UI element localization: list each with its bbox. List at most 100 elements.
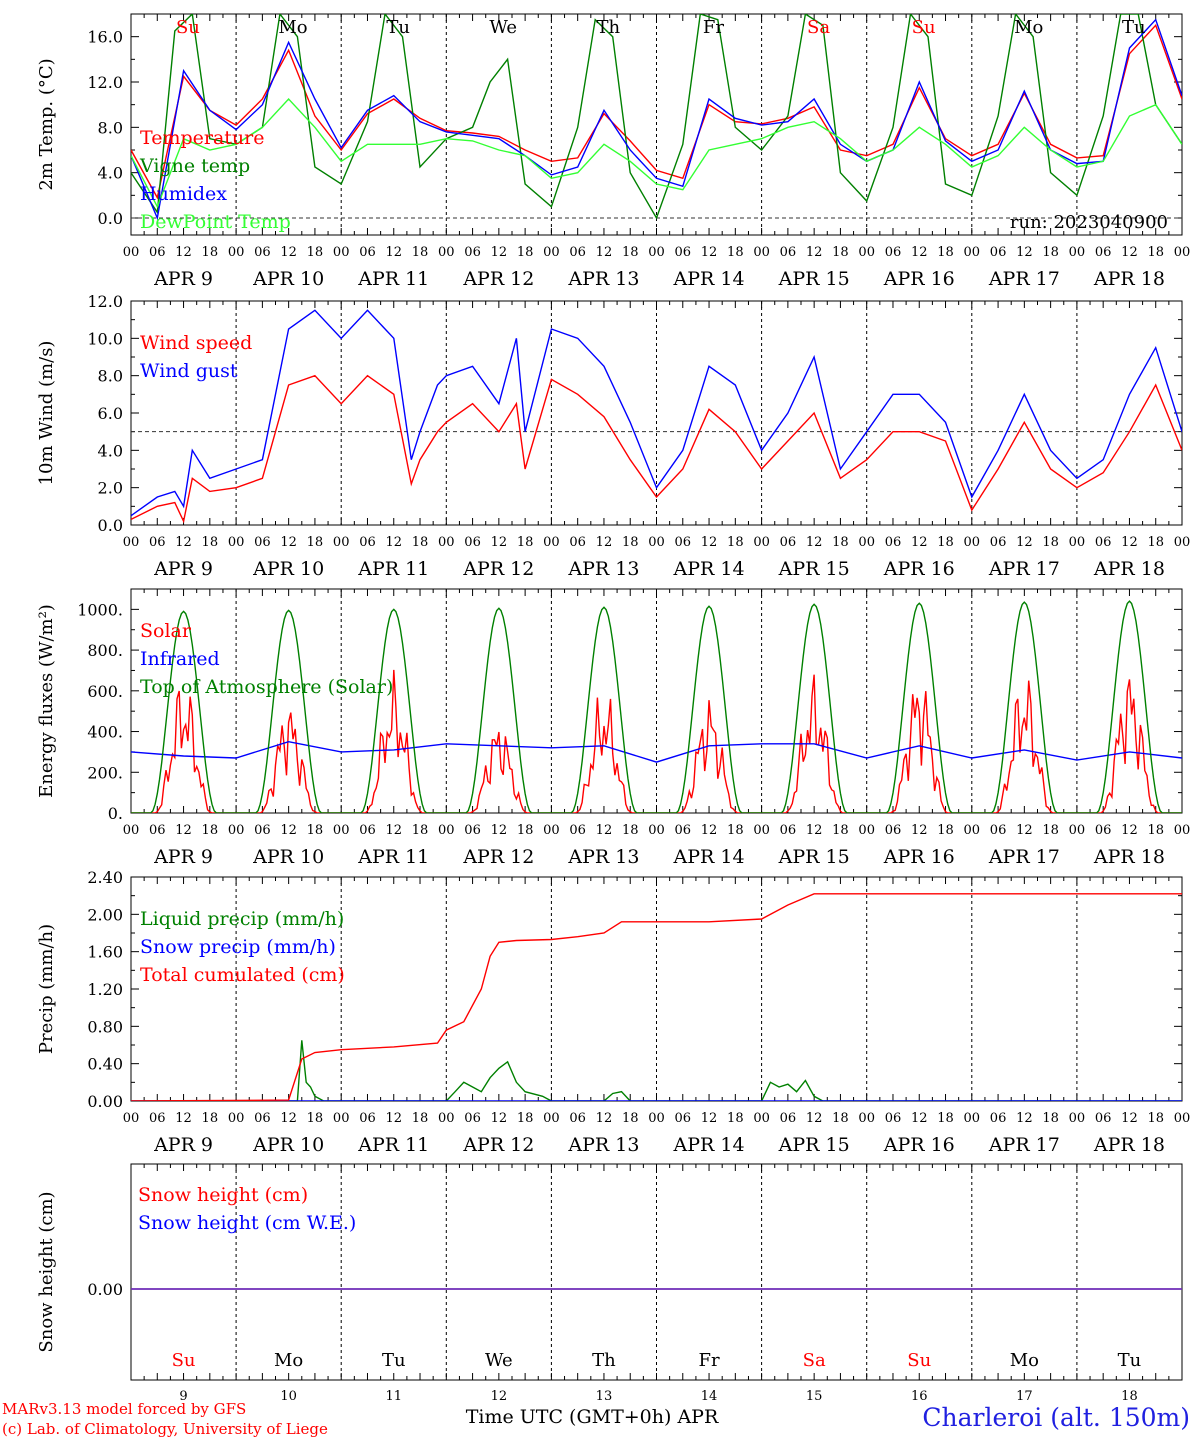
run-annotation: run: 2023040900 bbox=[1010, 212, 1168, 233]
day-number-label: 11 bbox=[385, 1389, 402, 1404]
hour-tick-label: 06 bbox=[780, 823, 797, 838]
hour-tick-label: 00 bbox=[543, 1111, 560, 1126]
date-label: APR 17 bbox=[988, 558, 1060, 580]
y-tick-label: 8.0 bbox=[98, 367, 123, 386]
hour-tick-label: 18 bbox=[1147, 535, 1164, 550]
date-label: APR 18 bbox=[1093, 558, 1165, 580]
legend-entry: Wind gust bbox=[140, 360, 238, 382]
hour-tick-label: 12 bbox=[701, 245, 718, 260]
footer: MARv3.13 model forced by GFS (c) Lab. of… bbox=[2, 1400, 1190, 1438]
hour-tick-label: 06 bbox=[149, 535, 166, 550]
model-credit: MARv3.13 model forced by GFS bbox=[2, 1400, 246, 1418]
series-line-total-cumulated-cm- bbox=[131, 893, 1182, 1101]
hour-tick-label: 12 bbox=[175, 245, 192, 260]
hour-tick-label: 00 bbox=[964, 535, 981, 550]
hour-tick-label: 12 bbox=[596, 1111, 613, 1126]
hour-tick-label: 06 bbox=[149, 823, 166, 838]
hour-tick-label: 00 bbox=[753, 1111, 770, 1126]
date-label: APR 18 bbox=[1093, 268, 1165, 290]
hour-tick-label: 00 bbox=[543, 823, 560, 838]
hour-tick-label: 00 bbox=[438, 535, 455, 550]
date-label: APR 13 bbox=[567, 1134, 639, 1156]
y-tick-label: 600. bbox=[87, 682, 123, 701]
y-axis-label: 2m Temp. (°C) bbox=[36, 58, 57, 190]
hour-tick-label: 00 bbox=[333, 245, 350, 260]
hour-tick-label: 12 bbox=[280, 535, 297, 550]
day-number-label: 9 bbox=[179, 1389, 187, 1404]
date-label: APR 11 bbox=[357, 268, 429, 290]
hour-tick-label: 00 bbox=[123, 823, 140, 838]
y-tick-label: 0. bbox=[108, 804, 123, 823]
hour-tick-label: 00 bbox=[648, 245, 665, 260]
hour-tick-label: 00 bbox=[333, 1111, 350, 1126]
weekday-label: Mo bbox=[274, 1350, 303, 1371]
hour-tick-label: 12 bbox=[806, 245, 823, 260]
y-tick-label: 0.00 bbox=[87, 1280, 123, 1299]
hour-tick-label: 00 bbox=[753, 245, 770, 260]
hour-tick-label: 06 bbox=[675, 245, 692, 260]
hour-tick-label: 12 bbox=[806, 823, 823, 838]
hour-tick-label: 18 bbox=[622, 245, 639, 260]
weekday-label: Su bbox=[907, 1350, 931, 1371]
date-label: APR 16 bbox=[883, 846, 955, 868]
date-label: APR 18 bbox=[1093, 846, 1165, 868]
hour-tick-label: 18 bbox=[517, 823, 534, 838]
date-label: APR 15 bbox=[778, 1134, 850, 1156]
y-tick-label: 12.0 bbox=[87, 292, 123, 311]
date-label: APR 11 bbox=[357, 846, 429, 868]
hour-tick-label: 12 bbox=[491, 823, 508, 838]
date-label: APR 14 bbox=[673, 268, 745, 290]
hour-tick-label: 12 bbox=[701, 823, 718, 838]
legend-entry: Top of Atmosphere (Solar) bbox=[140, 676, 393, 698]
y-axis-label: Snow height (cm) bbox=[36, 1191, 57, 1352]
hour-tick-label: 12 bbox=[911, 1111, 928, 1126]
hour-tick-label: 06 bbox=[1095, 823, 1112, 838]
weekday-label: Su bbox=[172, 1350, 196, 1371]
hour-tick-label: 00 bbox=[1174, 823, 1191, 838]
plot-layer: 0.0 4.0 8.0 12.0 16.0 2m Temp. (°C) Temperatur… bbox=[36, 13, 1191, 1404]
hour-tick-label: 06 bbox=[885, 823, 902, 838]
y-tick-label: 2.0 bbox=[98, 479, 123, 498]
hour-tick-label: 12 bbox=[491, 1111, 508, 1126]
hour-tick-label: 12 bbox=[806, 535, 823, 550]
hour-tick-label: 12 bbox=[911, 535, 928, 550]
hour-tick-label: 00 bbox=[123, 245, 140, 260]
hour-tick-label: 00 bbox=[543, 245, 560, 260]
hour-tick-label: 18 bbox=[622, 535, 639, 550]
y-tick-label: 0.00 bbox=[87, 1092, 123, 1111]
weekday-label: Th bbox=[597, 17, 621, 38]
lab-credit: (c) Lab. of Climatology, University of L… bbox=[2, 1420, 328, 1438]
date-label: APR 12 bbox=[462, 268, 534, 290]
weekday-label: Fr bbox=[703, 17, 724, 38]
weekday-label: Sa bbox=[807, 17, 830, 38]
legend-entry: Infrared bbox=[140, 648, 220, 670]
weekday-label: Mo bbox=[278, 17, 307, 38]
hour-tick-label: 00 bbox=[438, 823, 455, 838]
hour-tick-label: 00 bbox=[858, 1111, 875, 1126]
y-tick-label: 6.0 bbox=[98, 404, 123, 423]
hour-tick-label: 06 bbox=[149, 245, 166, 260]
hour-tick-label: 00 bbox=[228, 1111, 245, 1126]
hour-tick-label: 18 bbox=[412, 823, 429, 838]
hour-tick-label: 06 bbox=[990, 535, 1007, 550]
hour-tick-label: 00 bbox=[123, 1111, 140, 1126]
date-label: APR 11 bbox=[357, 1134, 429, 1156]
hour-tick-label: 06 bbox=[254, 823, 271, 838]
hour-tick-label: 18 bbox=[412, 535, 429, 550]
hour-tick-label: 06 bbox=[464, 245, 481, 260]
y-tick-label: 0.80 bbox=[87, 1017, 123, 1036]
hour-tick-label: 00 bbox=[964, 823, 981, 838]
hour-tick-label: 18 bbox=[307, 823, 324, 838]
date-label: APR 14 bbox=[673, 558, 745, 580]
y-tick-label: 1.20 bbox=[87, 980, 123, 999]
hour-tick-label: 12 bbox=[1016, 245, 1033, 260]
hour-tick-label: 12 bbox=[596, 245, 613, 260]
hour-tick-label: 18 bbox=[517, 1111, 534, 1126]
date-label: APR 9 bbox=[153, 268, 213, 290]
hour-tick-label: 12 bbox=[385, 823, 402, 838]
hour-tick-label: 00 bbox=[438, 1111, 455, 1126]
panel-1: 0.0 4.0 8.0 12.0 16.0 2m Temp. (°C) Temperatur… bbox=[36, 13, 1190, 290]
hour-tick-label: 12 bbox=[175, 535, 192, 550]
hour-tick-label: 06 bbox=[254, 535, 271, 550]
hour-tick-label: 00 bbox=[858, 823, 875, 838]
